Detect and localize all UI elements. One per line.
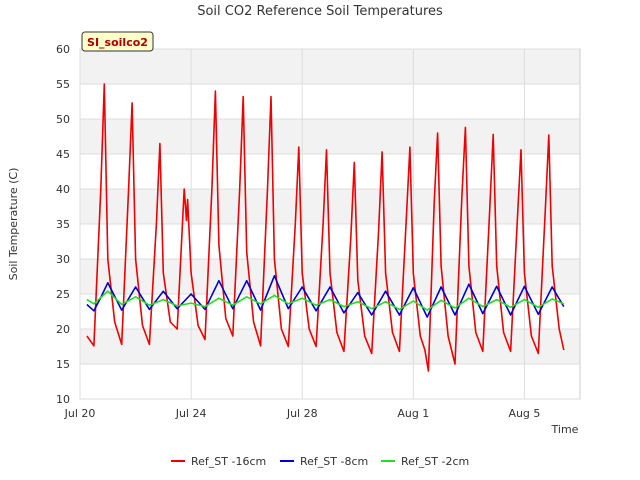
- y-axis-ticks: 10 15 20 25 30 35 40 45 50 55 60: [56, 43, 70, 406]
- background-band: [80, 364, 580, 399]
- y-tick-label: 60: [56, 43, 70, 56]
- background-band: [80, 329, 580, 364]
- legend: Ref_ST -16cm Ref_ST -8cm Ref_ST -2cm: [171, 455, 469, 468]
- background-band: [80, 84, 580, 119]
- series-line: [86, 83, 565, 372]
- chart-title: Soil CO2 Reference Soil Temperatures: [197, 4, 443, 19]
- background-band: [80, 119, 580, 154]
- background-band: [80, 49, 580, 84]
- y-axis-label: Soil Temperature (C): [7, 168, 20, 281]
- grid-lines: [79, 48, 580, 400]
- series-line: [86, 290, 565, 311]
- x-tick-label: Jul 24: [175, 407, 207, 420]
- series-lines: [86, 83, 565, 372]
- y-tick-label: 50: [56, 113, 70, 126]
- legend-label: Ref_ST -2cm: [401, 455, 469, 468]
- background-band: [80, 189, 580, 224]
- x-tick-label: Aug 5: [508, 407, 540, 420]
- legend-label: Ref_ST -8cm: [300, 455, 368, 468]
- y-tick-label: 25: [56, 288, 70, 301]
- legend-label: Ref_ST -16cm: [191, 455, 266, 468]
- badge: SI_soilco2: [81, 31, 154, 52]
- x-axis-ticks: Jul 20 Jul 24 Jul 28 Aug 1 Aug 5: [64, 407, 541, 420]
- series-line: [86, 274, 565, 318]
- y-tick-label: 15: [56, 358, 70, 371]
- y-tick-label: 35: [56, 218, 70, 231]
- y-tick-label: 20: [56, 323, 70, 336]
- x-tick-label: Jul 28: [286, 407, 318, 420]
- background-band: [80, 154, 580, 189]
- y-tick-label: 10: [56, 393, 70, 406]
- x-axis-label: Time: [551, 423, 579, 436]
- badge-box: [81, 31, 154, 52]
- badge-label: SI_soilco2: [87, 36, 148, 49]
- x-tick-label: Aug 1: [397, 407, 429, 420]
- y-tick-label: 40: [56, 183, 70, 196]
- y-tick-label: 45: [56, 148, 70, 161]
- y-tick-label: 55: [56, 78, 70, 91]
- x-tick-label: Jul 20: [64, 407, 96, 420]
- y-tick-label: 30: [56, 253, 70, 266]
